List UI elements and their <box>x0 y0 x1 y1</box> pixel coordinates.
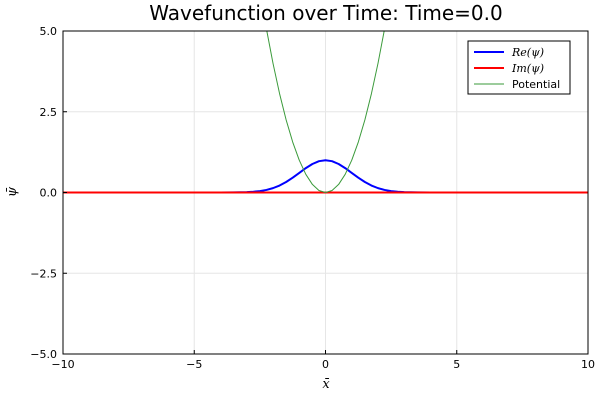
series-line-potential <box>266 31 385 193</box>
chart-title: Wavefunction over Time: Time=0.0 <box>149 1 502 25</box>
x-tick-label: 10 <box>581 358 595 371</box>
legend: Re(ψ) Im(ψ) Potential <box>467 40 571 95</box>
series-line-re-psi <box>63 159 588 194</box>
y-tick-label: −2.5 <box>30 267 57 280</box>
x-tick-label: −10 <box>51 358 74 371</box>
x-tick-label: 5 <box>453 358 460 371</box>
legend-label: Re(ψ) <box>511 46 544 59</box>
series-layer <box>63 31 588 194</box>
y-tick-label: 2.5 <box>40 106 58 119</box>
y-tick-label: 5.0 <box>40 25 58 38</box>
y-tick-label: −5.0 <box>30 348 57 361</box>
y-axis-label: ψ̄ <box>5 186 20 197</box>
x-tick-label: −5 <box>186 358 202 371</box>
legend-label: Potential <box>512 78 560 91</box>
x-tick-label: 0 <box>322 358 329 371</box>
tick-labels: −10 −5 0 5 10 −5.0 −2.5 0.0 2.5 5.0 <box>30 25 595 371</box>
legend-label: Im(ψ) <box>511 62 544 75</box>
y-tick-label: 0.0 <box>40 187 58 200</box>
x-axis-label: x̄ <box>322 377 330 392</box>
